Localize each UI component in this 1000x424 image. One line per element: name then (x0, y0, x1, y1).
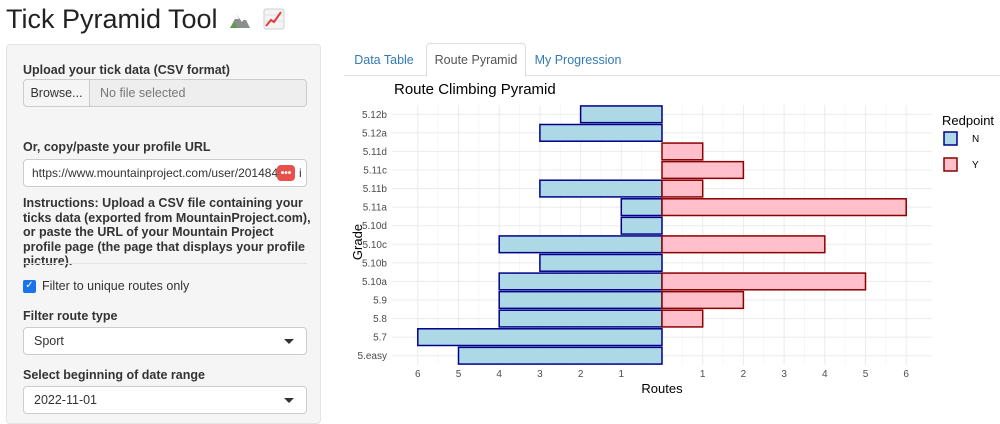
x-tick-label: 2 (578, 369, 584, 380)
app-title: Tick Pyramid Tool (6, 4, 285, 35)
bar-n-5.10a (498, 272, 663, 291)
legend-key-n (943, 131, 958, 146)
tab-data-table[interactable]: Data Table (354, 52, 414, 67)
profile-url-input[interactable] (23, 159, 307, 187)
x-tick-label: 6 (415, 369, 421, 380)
x-tick-label: 6 (903, 369, 909, 380)
legend-title: Redpoint (942, 113, 994, 128)
y-tick-label: 5.10a (362, 277, 387, 288)
bar-y-5.10a (661, 272, 867, 291)
bar-n-5.easy (457, 346, 663, 365)
bar-y-5.11d (661, 142, 704, 161)
route-pyramid-chart: Route Climbing Pyramid 5.12b5.12a5.11d5.… (350, 81, 994, 396)
y-tick-label: 5.10d (362, 221, 387, 232)
instructions-text: Instructions: Upload a CSV file containi… (23, 196, 311, 268)
chevron-down-icon (284, 339, 294, 344)
y-tick-label: 5.8 (373, 314, 387, 325)
y-tick-label: 5.9 (373, 296, 387, 307)
y-tick-label: 5.easy (358, 351, 387, 362)
legend-key-y (943, 157, 958, 172)
bar-y-5.9 (661, 290, 745, 310)
password-manager-icon[interactable]: ••• (277, 165, 295, 181)
bar-y-5.10c (661, 235, 826, 254)
y-tick-label: 5.12b (362, 110, 387, 121)
upload-label: Upload your tick data (CSV format) (23, 63, 230, 77)
y-tick-label: 5.10b (362, 258, 387, 269)
legend-label-y: Y (972, 160, 979, 171)
route-type-label: Filter route type (23, 309, 118, 323)
chart-bars (417, 105, 907, 365)
route-type-select[interactable]: Sport (23, 327, 307, 355)
chart-legend: Redpoint N Y (942, 113, 994, 172)
y-tick-label: 5.11d (363, 147, 387, 158)
bar-n-5.11b (539, 179, 663, 198)
x-tick-label: 3 (537, 369, 543, 380)
unique-routes-checkbox-row[interactable]: ✓ Filter to unique routes only (23, 279, 189, 293)
y-axis-label: Grade (350, 224, 365, 260)
bar-y-5.11c (661, 160, 745, 180)
bar-y-5.11b (661, 179, 704, 198)
bar-n-5.11a (620, 198, 663, 217)
sidebar-panel: Upload your tick data (CSV format) Brows… (6, 44, 321, 424)
unique-routes-label: Filter to unique routes only (42, 279, 190, 293)
y-tick-label: 5.11b (363, 184, 388, 195)
route-type-value: Sport (34, 334, 64, 348)
bar-y-5.8 (661, 309, 704, 328)
bar-n-5.10b (539, 253, 663, 272)
y-tick-label: 5.11a (363, 203, 388, 214)
bar-n-5.12a (539, 123, 663, 142)
x-tick-labels: 6 5 4 3 2 1 1 2 3 4 5 6 (415, 369, 909, 380)
bar-n-5.10d (620, 216, 663, 235)
y-tick-label: 5.11c (363, 166, 387, 177)
bar-n-5.7 (417, 328, 663, 347)
mountain-icon (230, 15, 251, 28)
tab-route-pyramid[interactable]: Route Pyramid (426, 43, 526, 77)
url-label: Or, copy/paste your profile URL (23, 140, 211, 154)
x-tick-label: 3 (781, 369, 787, 380)
chevron-down-icon (284, 398, 294, 403)
x-tick-label: 2 (741, 369, 747, 380)
bar-n-5.9 (498, 290, 663, 310)
bar-n-5.12b (579, 105, 663, 124)
checkbox-checked-icon[interactable]: ✓ (23, 279, 36, 293)
date-start-input[interactable]: 2022-11-01 (23, 386, 307, 414)
date-start-value: 2022-11-01 (34, 393, 98, 407)
chart-title: Route Climbing Pyramid (394, 81, 556, 98)
tab-bar: Data Table Route Pyramid My Progression (344, 43, 1000, 77)
x-tick-label: 1 (700, 369, 706, 380)
bar-y-5.11a (661, 198, 907, 217)
bar-n-5.8 (498, 309, 663, 328)
file-name-field[interactable]: No file selected (90, 79, 307, 107)
file-upload: Browse... No file selected (23, 79, 307, 107)
url-tail-text: i (299, 166, 302, 180)
tab-my-progression[interactable]: My Progression (534, 52, 622, 67)
chart-increasing-icon (263, 8, 285, 30)
y-tick-label: 5.12a (362, 128, 387, 139)
y-tick-label: 5.7 (373, 333, 387, 344)
x-axis-label: Routes (641, 381, 683, 396)
legend-label-n: N (972, 134, 979, 145)
app-title-text: Tick Pyramid Tool (6, 4, 218, 34)
divider (23, 263, 307, 264)
x-tick-label: 4 (822, 369, 828, 380)
y-tick-labels: 5.12b 5.12a 5.11d 5.11c 5.11b 5.11a 5.10d 5.10c… (358, 110, 388, 362)
x-tick-label: 1 (619, 369, 625, 380)
x-tick-label: 5 (456, 369, 462, 380)
date-range-label: Select beginning of date range (23, 368, 205, 382)
x-tick-label: 4 (496, 369, 502, 380)
browse-button[interactable]: Browse... (23, 79, 90, 107)
bar-n-5.10c (498, 235, 663, 254)
y-tick-label: 5.10c (363, 240, 387, 251)
x-tick-label: 5 (863, 369, 869, 380)
